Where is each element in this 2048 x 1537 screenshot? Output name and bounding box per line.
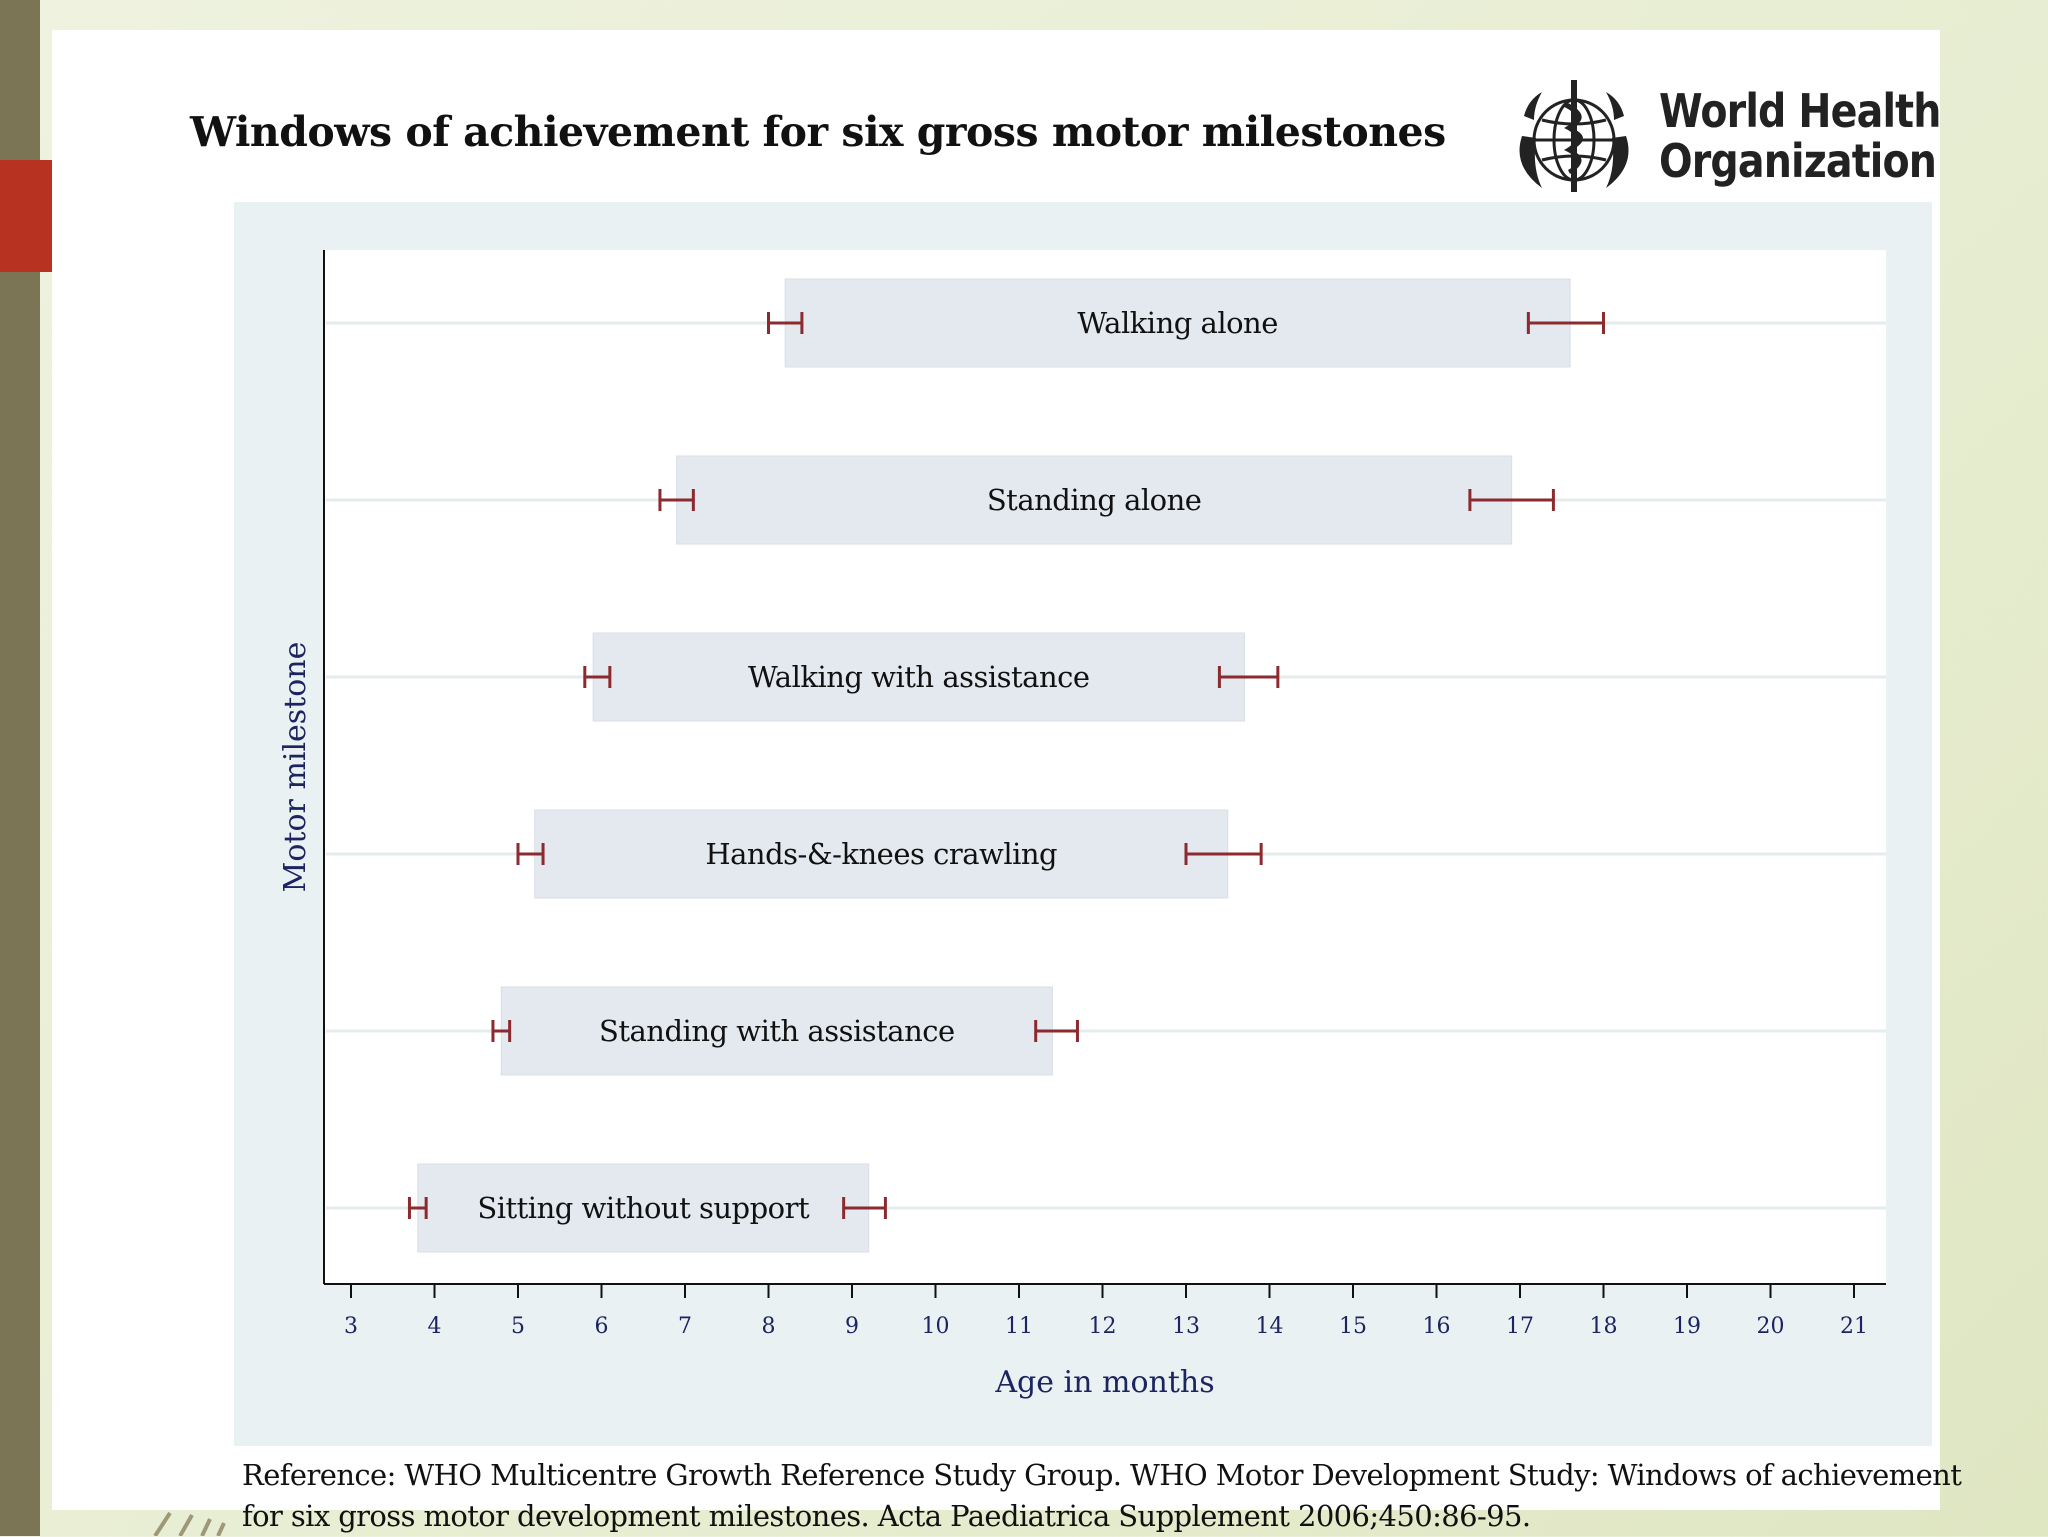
milestone-label: Standing alone [987,483,1202,517]
milestone-bar [500,986,1053,1076]
x-tick-label: 10 [922,1314,950,1339]
who-wordmark-line2: Organization [1659,134,1937,188]
plot-area [324,250,1886,1284]
slide-content: Windows of achievement for six gross mot… [52,30,1962,1533]
who-wordmark-line1: World Health [1659,84,1941,138]
chart-title: Windows of achievement for six gross mot… [190,108,1446,156]
x-tick-label: 17 [1506,1314,1534,1339]
x-axis-ticks: 3 4 5 6 7 8 9 10 11 12 13 14 15 16 17 18 19 20 21 [344,1284,1868,1339]
x-tick-label: 11 [1005,1314,1033,1339]
x-tick-label: 21 [1840,1314,1868,1339]
milestone-bar [784,278,1571,368]
x-tick-label: 14 [1256,1314,1284,1339]
x-tick-label: 3 [344,1314,358,1339]
x-tick-label: 6 [595,1314,609,1339]
milestone-label: Sitting without support [477,1191,810,1225]
milestone-bar [676,455,1513,545]
milestone-bars: Sitting without support Standing with ass… [407,278,1605,1253]
reference-citation: Reference: WHO Multicentre Growth Refere… [242,1455,1962,1537]
x-tick-label: 18 [1590,1314,1618,1339]
x-tick-label: 5 [511,1314,525,1339]
reference-line-2: for six gross motor development mileston… [242,1499,1531,1533]
x-tick-label: 7 [678,1314,692,1339]
milestone-label: Hands-&-knees crawling [705,837,1057,871]
reference-line-1: Reference: WHO Multicentre Growth Refere… [242,1458,1962,1492]
x-tick-label: 16 [1423,1314,1451,1339]
x-tick-label: 8 [762,1314,776,1339]
x-tick-label: 15 [1339,1314,1367,1339]
x-tick-label: 13 [1172,1314,1200,1339]
y-axis-label: Motor milestone [278,642,313,893]
x-tick-label: 12 [1089,1314,1117,1339]
x-axis-label: Age in months [994,1365,1214,1400]
x-tick-label: 9 [845,1314,859,1339]
x-tick-label: 4 [428,1314,442,1339]
milestone-chart: Sitting without support Standing with ass… [234,202,1932,1446]
slide-accent-bar [0,160,52,272]
milestone-label: Standing with assistance [599,1014,955,1048]
milestone-bar [417,1163,870,1253]
milestone-label: Walking alone [1077,306,1278,340]
who-emblem-icon [1519,80,1629,192]
milestone-label: Walking with assistance [748,660,1090,694]
x-tick-label: 20 [1757,1314,1785,1339]
who-wordmark: World Health Organization [1659,86,1986,186]
x-tick-label: 19 [1673,1314,1701,1339]
slide-corner-decoration [153,1511,226,1536]
